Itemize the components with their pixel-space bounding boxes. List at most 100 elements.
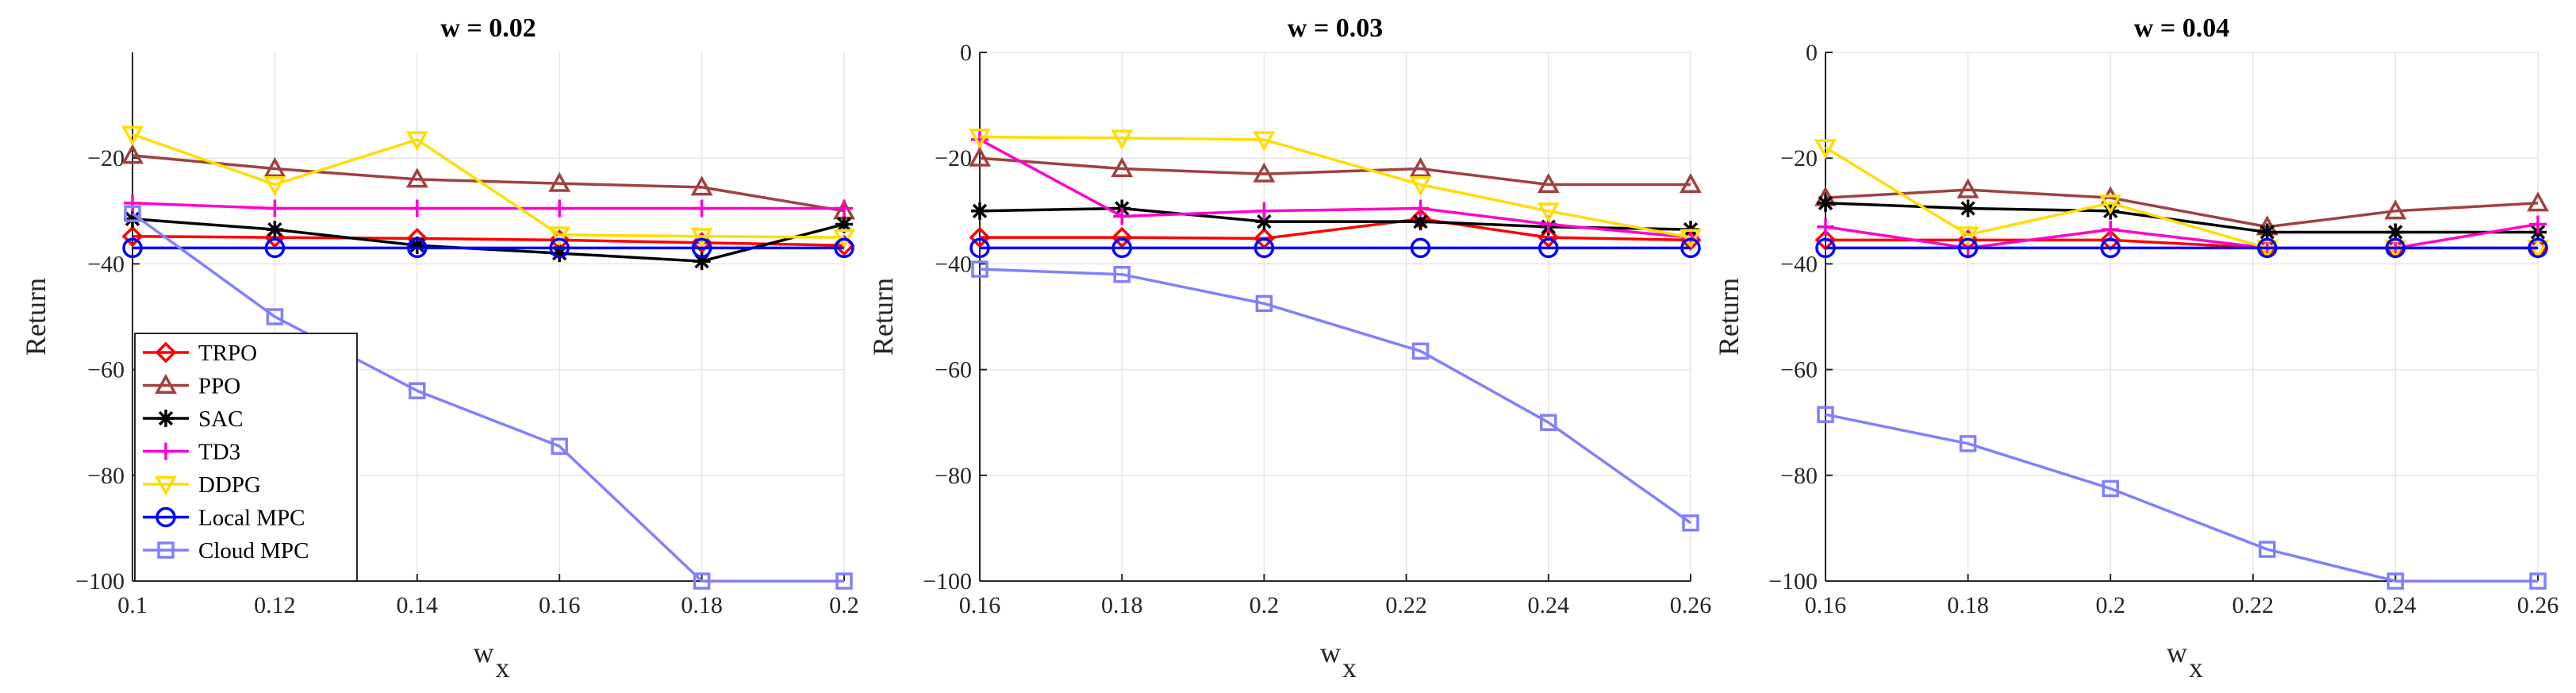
data-point	[1255, 295, 1273, 313]
data-point	[266, 199, 284, 218]
x-tick-label: 0.22	[1385, 592, 1427, 618]
data-point	[1680, 172, 1702, 194]
data-point	[1113, 207, 1131, 225]
data-point	[2386, 572, 2405, 590]
data-point	[1680, 237, 1701, 259]
data-point	[1815, 237, 1836, 259]
legend-label: PPO	[198, 374, 240, 399]
panel-1: 0.1 0.12 0.14 0.16 0.18 0.2 −100 −80 −60 −40 −20 w …	[20, 13, 859, 683]
data-point	[690, 175, 713, 196]
data-point	[409, 382, 426, 399]
data-point	[405, 131, 428, 152]
legend-marker	[157, 410, 175, 427]
y-axis-label: Return	[867, 278, 899, 356]
data-point	[1253, 162, 1276, 183]
data-point	[121, 125, 144, 146]
data-point	[263, 156, 286, 178]
data-point	[124, 194, 141, 212]
series-line	[980, 218, 1691, 242]
y-tick-label: −20	[935, 145, 972, 171]
data-point	[2529, 215, 2547, 233]
data-point	[835, 572, 853, 590]
data-point	[2528, 237, 2548, 259]
x-axis-label-subscript: x	[496, 652, 510, 683]
legend-entry: TRPO	[143, 341, 257, 366]
y-tick-label: −80	[1780, 463, 1818, 489]
data-point	[2099, 194, 2122, 215]
data-point	[549, 237, 570, 259]
legend-label: DDPG	[198, 472, 261, 498]
data-point	[969, 129, 991, 149]
data-point	[1253, 237, 1275, 259]
data-point	[551, 199, 569, 218]
data-point	[548, 226, 571, 247]
data-point	[971, 260, 989, 278]
legend-label: Cloud MPC	[198, 538, 309, 564]
data-point	[1959, 435, 1977, 452]
data-point	[551, 244, 569, 263]
data-point	[2102, 479, 2119, 498]
data-point	[835, 199, 853, 218]
legend-entry: DDPG	[143, 472, 261, 498]
data-point	[1959, 199, 1977, 218]
series-td3	[971, 130, 1699, 247]
data-point	[121, 144, 144, 164]
data-point	[2385, 237, 2406, 259]
legend-label: TRPO	[198, 341, 257, 366]
y-tick-label: −40	[1780, 251, 1818, 277]
series-local-mpc	[1815, 237, 2548, 259]
data-point	[1540, 414, 1557, 431]
data-point	[1409, 156, 1432, 178]
data-point	[690, 228, 713, 248]
x-tick-label: 0.2	[829, 592, 859, 618]
data-point	[834, 237, 854, 259]
x-tick-label: 0.18	[681, 592, 723, 618]
data-point	[2386, 223, 2405, 241]
y-tick-label: −40	[87, 251, 125, 277]
legend: TRPO PPO SAC TD3 DDPG Local MPC Cloud MPC	[134, 333, 358, 582]
panel-3: 0.16 0.18 0.2 0.22 0.24 0.26 −100 −80 −60 −40 −20 0…	[1713, 13, 2559, 683]
series-line	[132, 133, 845, 239]
series-line	[979, 138, 1691, 239]
data-point	[693, 252, 711, 271]
y-tick-label: −60	[935, 357, 972, 383]
data-point	[263, 175, 286, 197]
legend-entry: Cloud MPC	[143, 538, 309, 564]
data-point	[548, 171, 571, 192]
chart-title: w = 0.04	[2134, 13, 2229, 43]
y-tick-label: −60	[1780, 357, 1818, 383]
data-point	[1817, 406, 1834, 423]
legend-label: Local MPC	[198, 506, 305, 531]
legend-label: SAC	[198, 406, 243, 432]
series-trpo	[1814, 229, 2549, 259]
y-tick-label: −80	[87, 463, 125, 489]
legend-marker	[155, 341, 177, 364]
y-tick-label: 0	[1806, 40, 1818, 66]
x-tick-label: 0.2	[2095, 592, 2125, 618]
data-point	[1111, 129, 1134, 150]
series-ppo	[969, 146, 1702, 194]
x-axis-label-subscript: x	[2189, 652, 2203, 683]
data-point	[264, 237, 286, 259]
series-ddpg	[121, 125, 855, 249]
y-tick-label: −60	[87, 357, 125, 383]
y-tick-label: −40	[935, 251, 972, 277]
data-point	[1817, 218, 1834, 236]
legend-label: TD3	[198, 440, 240, 465]
data-point	[835, 215, 853, 233]
series-line	[1825, 413, 2538, 583]
data-point	[1410, 237, 1431, 259]
data-point	[1538, 226, 1560, 248]
x-tick-label: 0.12	[254, 592, 296, 618]
y-tick-label: −80	[935, 463, 972, 489]
series-line	[132, 235, 845, 247]
series-ddpg	[969, 129, 1702, 249]
data-point	[1682, 514, 1699, 532]
series-line	[132, 202, 844, 210]
data-point	[124, 205, 141, 222]
data-point	[1956, 226, 1979, 247]
y-tick-label: −20	[1780, 145, 1818, 171]
data-point	[1255, 202, 1273, 220]
x-axis-label: w	[474, 637, 494, 668]
data-point	[122, 237, 143, 259]
